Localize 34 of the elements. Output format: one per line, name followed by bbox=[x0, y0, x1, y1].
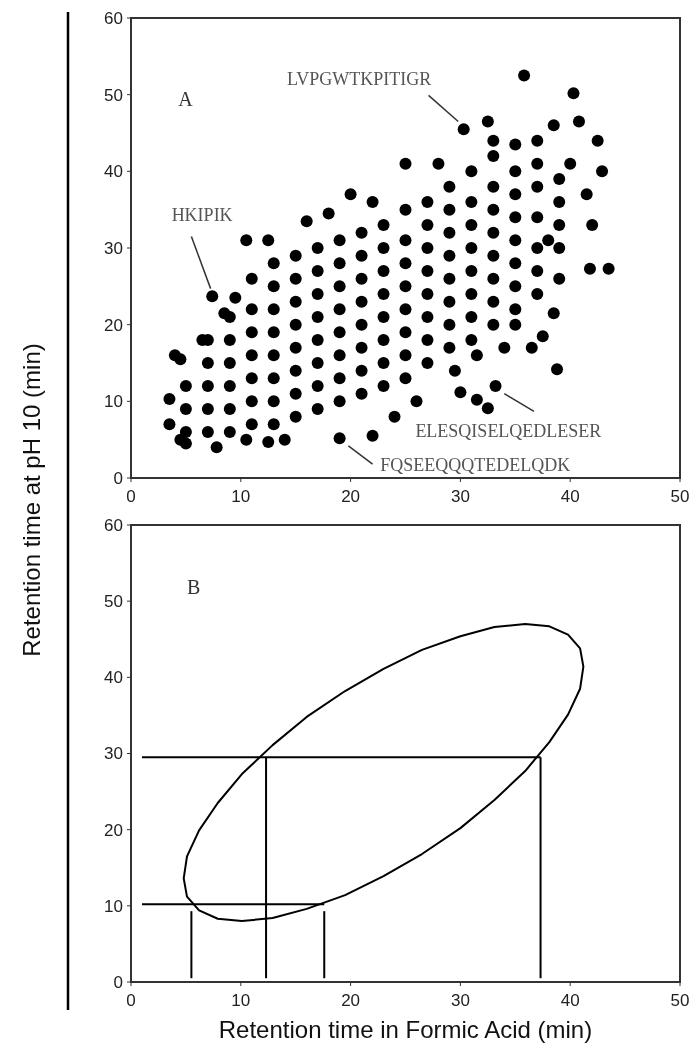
y-tick-label: 50 bbox=[104, 85, 123, 105]
y-tick-label: 40 bbox=[104, 162, 123, 182]
y-tick-label: 10 bbox=[104, 896, 123, 916]
x-tick-label: 40 bbox=[560, 991, 580, 1010]
x-tick-label: 10 bbox=[231, 487, 251, 506]
x-tick-label: 0 bbox=[126, 487, 136, 506]
x-tick-label: 10 bbox=[231, 991, 251, 1010]
annotation: B bbox=[187, 576, 201, 599]
y-axis-title: Retention time at pH 10 (min) bbox=[18, 343, 45, 657]
y-tick-label: 20 bbox=[104, 315, 123, 335]
annotation: HKIPIK bbox=[171, 205, 233, 226]
y-tick-label: 30 bbox=[104, 744, 123, 764]
y-tick-label: 0 bbox=[113, 468, 123, 488]
y-tick-label: 20 bbox=[104, 820, 123, 840]
x-tick-label: 50 bbox=[670, 487, 690, 506]
annotation: LVPGWTKPITIGR bbox=[286, 69, 432, 90]
y-tick-label: 40 bbox=[104, 668, 123, 688]
annotation: A bbox=[178, 88, 194, 111]
y-tick-label: 60 bbox=[104, 8, 123, 28]
x-tick-label: 0 bbox=[126, 991, 136, 1010]
x-tick-label: 30 bbox=[450, 991, 470, 1010]
y-tick-label: 10 bbox=[104, 392, 123, 412]
y-tick-label: 30 bbox=[104, 238, 123, 258]
y-tick-label: 60 bbox=[104, 515, 123, 535]
x-tick-label: 40 bbox=[560, 487, 580, 506]
annotation: ELESQISELQEDLESER bbox=[415, 420, 602, 441]
x-tick-label: 50 bbox=[670, 991, 690, 1010]
x-axis-title: Retention time in Formic Acid (min) bbox=[218, 1016, 593, 1043]
x-tick-label: 20 bbox=[341, 991, 361, 1010]
x-tick-label: 30 bbox=[450, 487, 470, 506]
y-tick-label: 0 bbox=[113, 972, 123, 992]
y-tick-label: 50 bbox=[104, 592, 123, 612]
x-tick-label: 20 bbox=[341, 487, 361, 506]
annotation: FQSEEQQQTEDELQDK bbox=[380, 455, 571, 476]
